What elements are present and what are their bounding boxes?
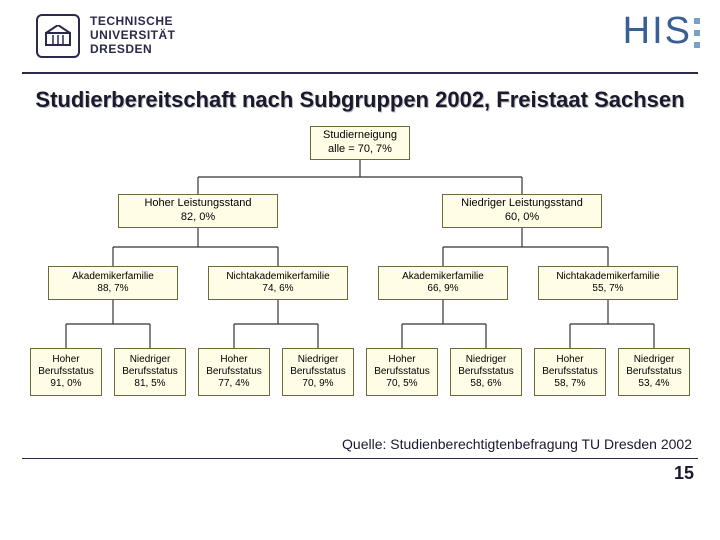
node-l2a: Hoher Leistungsstand82, 0% (118, 194, 278, 228)
node-l3b: Nichtakademikerfamilie74, 6% (208, 266, 348, 300)
node-l4d: NiedrigerBerufsstatus70, 9% (282, 348, 354, 396)
page-title: Studierbereitschaft nach Subgruppen 2002… (30, 86, 690, 114)
node-root: Studierneigungalle = 70, 7% (310, 126, 410, 160)
node-l4g: HoherBerufsstatus58, 7% (534, 348, 606, 396)
tud-logo-text: TECHNISCHE UNIVERSITÄT DRESDEN (90, 15, 176, 56)
source-text: Quelle: Studienberechtigtenbefragung TU … (0, 436, 692, 452)
tud-line3: DRESDEN (90, 43, 176, 57)
his-dots-icon (694, 18, 700, 48)
page-number: 15 (0, 463, 694, 484)
node-l4f: NiedrigerBerufsstatus58, 6% (450, 348, 522, 396)
tud-logo: TECHNISCHE UNIVERSITÄT DRESDEN (36, 14, 176, 58)
node-l4h: NiedrigerBerufsstatus53, 4% (618, 348, 690, 396)
tree-diagram: Studierneigungalle = 70, 7% Hoher Leistun… (18, 120, 702, 430)
node-l4e: HoherBerufsstatus70, 5% (366, 348, 438, 396)
tud-line2: UNIVERSITÄT (90, 29, 176, 43)
node-l2b: Niedriger Leistungsstand60, 0% (442, 194, 602, 228)
node-l4c: HoherBerufsstatus77, 4% (198, 348, 270, 396)
tud-logo-icon (36, 14, 80, 58)
node-l3c: Akademikerfamilie66, 9% (378, 266, 508, 300)
node-l4a: HoherBerufsstatus91, 0% (30, 348, 102, 396)
node-l3a: Akademikerfamilie88, 7% (48, 266, 178, 300)
footer-rule (22, 458, 698, 459)
header: TECHNISCHE UNIVERSITÄT DRESDEN HIS (22, 0, 698, 74)
node-l4b: NiedrigerBerufsstatus81, 5% (114, 348, 186, 396)
node-l3d: Nichtakademikerfamilie55, 7% (538, 266, 678, 300)
his-logo: HIS (623, 10, 692, 53)
